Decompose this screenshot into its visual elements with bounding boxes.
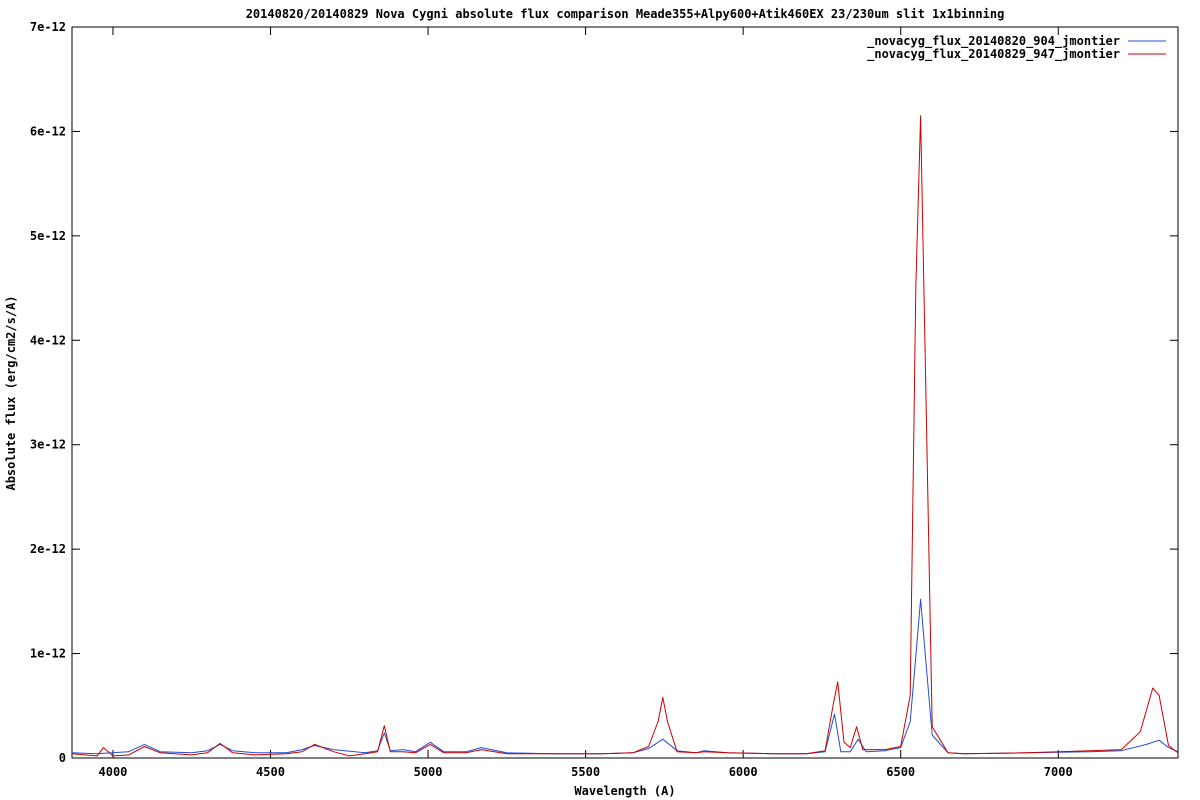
chart-title: 20140820/20140829 Nova Cygni absolute fl… <box>246 7 1005 21</box>
x-tick-label: 5500 <box>571 765 600 779</box>
x-axis-label: Wavelength (A) <box>574 784 675 798</box>
legend-label-series-1: _novacyg_flux_20140820_904_jmontier <box>867 34 1120 49</box>
plot-frame <box>71 26 1179 759</box>
series-line-2 <box>71 115 1179 757</box>
y-tick-label: 1e-12 <box>30 647 66 661</box>
series-line-1 <box>71 598 1179 755</box>
x-tick-label: 6500 <box>886 765 915 779</box>
legend-label-series-2: _novacyg_flux_20140829_947_jmontier <box>867 47 1120 62</box>
y-tick-label: 6e-12 <box>30 124 66 138</box>
y-tick-label: 2e-12 <box>30 542 66 556</box>
x-tick-label: 6000 <box>729 765 758 779</box>
y-tick-label: 5e-12 <box>30 229 66 243</box>
x-tick-label: 5000 <box>414 765 443 779</box>
y-axis-ticks: 0 1e-12 2e-12 3e-12 4e-12 5e-12 6e-12 7e-12 <box>30 20 1178 765</box>
x-tick-label: 4500 <box>256 765 285 779</box>
series-layer <box>71 115 1179 757</box>
x-tick-label: 4000 <box>99 765 128 779</box>
y-tick-label: 7e-12 <box>30 20 66 34</box>
y-tick-label: 3e-12 <box>30 438 66 452</box>
y-tick-label: 4e-12 <box>30 333 66 347</box>
y-axis-label: Absolute flux (erg/cm2/s/A) <box>4 295 18 490</box>
x-tick-label: 7000 <box>1044 765 1073 779</box>
legend: _novacyg_flux_20140820_904_jmontier _nov… <box>867 34 1166 62</box>
y-tick-label: 0 <box>59 751 66 765</box>
